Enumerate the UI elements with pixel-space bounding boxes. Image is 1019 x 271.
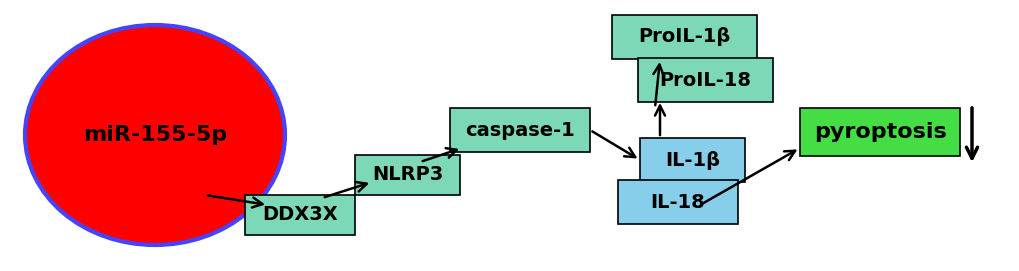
FancyBboxPatch shape (355, 155, 460, 195)
Text: NLRP3: NLRP3 (372, 166, 442, 185)
FancyBboxPatch shape (639, 138, 744, 182)
Text: ProIL-18: ProIL-18 (659, 70, 751, 89)
FancyBboxPatch shape (637, 58, 772, 102)
Text: IL-18: IL-18 (650, 192, 705, 211)
Text: miR-155-5p: miR-155-5p (83, 125, 227, 145)
FancyBboxPatch shape (611, 15, 756, 59)
Text: caspase-1: caspase-1 (465, 121, 575, 140)
FancyBboxPatch shape (245, 195, 355, 235)
Text: DDX3X: DDX3X (262, 205, 337, 224)
FancyBboxPatch shape (799, 108, 959, 156)
FancyBboxPatch shape (449, 108, 589, 152)
Text: ProIL-1β: ProIL-1β (638, 27, 730, 47)
FancyBboxPatch shape (618, 180, 738, 224)
Text: pyroptosis: pyroptosis (813, 122, 946, 142)
Ellipse shape (25, 25, 284, 245)
Text: IL-1β: IL-1β (664, 150, 719, 169)
